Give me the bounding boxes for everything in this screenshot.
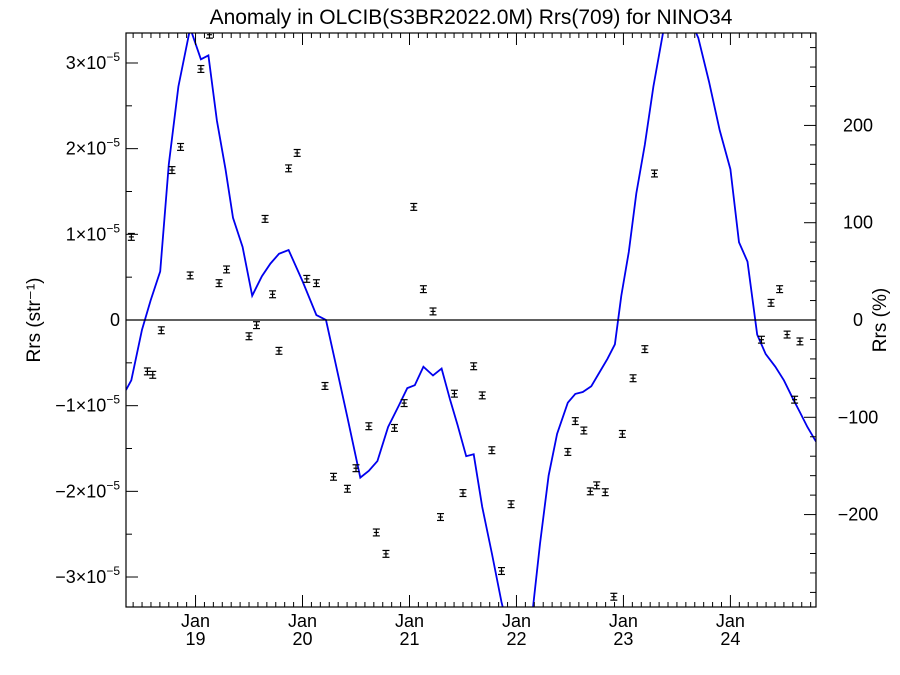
- anomaly-point: [470, 362, 478, 371]
- x-tick-month: Jan: [181, 611, 210, 631]
- y-right-tick-label: −100: [838, 407, 879, 427]
- anomaly-point: [245, 332, 253, 341]
- x-tick-month: Jan: [395, 611, 424, 631]
- anomaly-point: [571, 417, 579, 426]
- anomaly-point: [618, 429, 626, 438]
- anomaly-point: [275, 346, 283, 355]
- x-tick-year: 23: [613, 629, 633, 649]
- x-tick-month: Jan: [609, 611, 638, 631]
- percent-line-layer: [126, 33, 816, 607]
- anomaly-point: [564, 447, 572, 456]
- anomaly-point: [391, 423, 399, 432]
- x-tick-year: 24: [720, 629, 740, 649]
- anomaly-point: [253, 321, 261, 330]
- anomaly-point: [783, 330, 791, 339]
- anomaly-point: [372, 528, 380, 537]
- anomaly-point: [593, 481, 601, 490]
- anomaly-point: [507, 500, 515, 509]
- y-left-tick-label: 2×10−5: [66, 136, 121, 159]
- anomaly-point: [321, 381, 329, 390]
- x-tick-month: Jan: [716, 611, 745, 631]
- anomaly-point: [429, 307, 437, 316]
- anomaly-point: [757, 335, 765, 344]
- anomaly-point: [641, 345, 649, 354]
- percent-series-line: [126, 33, 816, 607]
- anomaly-point: [157, 326, 165, 335]
- y-axis-right-label: Rrs (%): [870, 288, 891, 352]
- anomaly-point: [293, 148, 301, 157]
- y-left-tick-label: 1×10−5: [66, 221, 121, 244]
- anomaly-point: [410, 202, 418, 211]
- x-tick-year: 21: [399, 629, 419, 649]
- anomaly-point: [352, 464, 360, 473]
- anomaly-point: [168, 166, 176, 175]
- anomaly-point: [767, 298, 775, 307]
- x-tick-year: 22: [506, 629, 526, 649]
- anomaly-points-layer: [127, 33, 804, 601]
- anomaly-point: [580, 426, 588, 435]
- anomaly-point: [365, 422, 373, 431]
- anomaly-point: [177, 142, 185, 151]
- anomaly-point: [205, 33, 213, 39]
- anomaly-point: [419, 285, 427, 294]
- y-right-tick-label: −200: [838, 505, 879, 525]
- anomaly-point: [261, 214, 269, 223]
- x-tick-month: Jan: [502, 611, 531, 631]
- anomaly-point: [223, 265, 231, 274]
- anomaly-point: [197, 64, 205, 74]
- anomaly-point: [143, 367, 151, 376]
- anomaly-point: [330, 472, 338, 481]
- anomaly-point: [601, 488, 609, 497]
- anomaly-point: [586, 487, 594, 496]
- y-right-tick-label: 0: [853, 310, 863, 330]
- y-axis-left-label: Rrs (str⁻¹): [24, 278, 45, 363]
- anomaly-point: [791, 395, 799, 404]
- anomaly-point: [650, 169, 658, 178]
- y-left-tick-label: −1×10−5: [55, 393, 120, 416]
- y-left-tick-label: −3×10−5: [55, 564, 120, 587]
- anomaly-point: [450, 389, 458, 398]
- anomaly-point: [343, 484, 351, 493]
- plot-frame: [125, 32, 817, 608]
- anomaly-point: [303, 274, 311, 283]
- anomaly-point: [285, 164, 293, 173]
- anomaly-point: [149, 370, 157, 379]
- y-right-tick-label: 200: [843, 115, 873, 135]
- anomaly-point: [488, 446, 496, 455]
- x-tick-year: 19: [186, 629, 206, 649]
- anomaly-point: [497, 566, 505, 576]
- axes-layer: Jan19Jan20Jan21Jan22Jan23Jan243×10−52×10…: [55, 33, 878, 649]
- anomaly-point: [629, 374, 637, 383]
- x-tick-year: 20: [292, 629, 312, 649]
- anomaly-point: [400, 399, 408, 408]
- anomaly-point: [312, 279, 320, 288]
- y-right-tick-label: 100: [843, 213, 873, 233]
- anomaly-point: [186, 271, 194, 280]
- anomaly-point: [459, 489, 467, 498]
- anomaly-point: [776, 285, 784, 294]
- anomaly-point: [215, 279, 223, 288]
- anomaly-point: [382, 549, 390, 558]
- y-left-tick-label: 0: [110, 310, 120, 330]
- chart-title: Anomaly in OLCIB(S3BR2022.0M) Rrs(709) f…: [210, 6, 733, 29]
- anomaly-point: [437, 513, 445, 522]
- anomaly-point: [269, 290, 277, 299]
- anomaly-point: [796, 337, 804, 346]
- y-left-tick-label: 3×10−5: [66, 50, 121, 73]
- anomaly-point: [478, 391, 486, 400]
- x-tick-month: Jan: [288, 611, 317, 631]
- y-left-tick-label: −2×10−5: [55, 478, 120, 501]
- anomaly-point: [610, 592, 618, 601]
